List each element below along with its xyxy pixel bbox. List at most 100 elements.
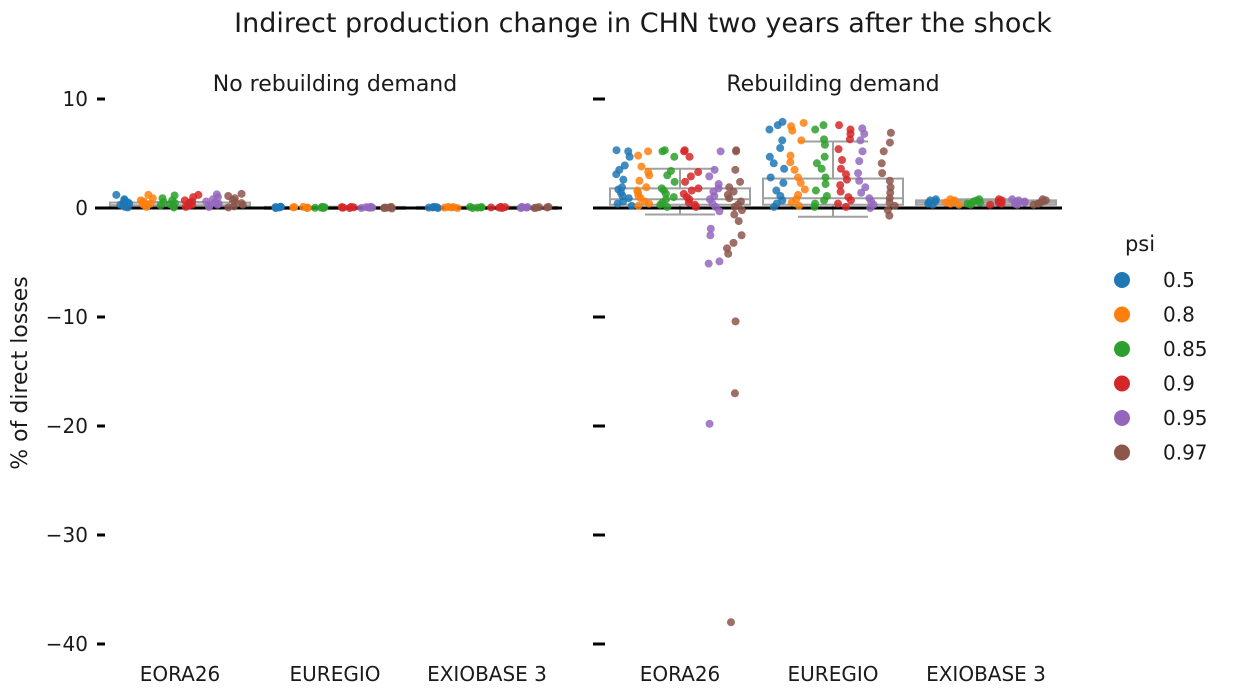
data-point: [612, 146, 621, 155]
data-point: [666, 166, 675, 175]
data-point: [879, 147, 888, 156]
data-point: [704, 259, 713, 268]
data-point: [627, 201, 636, 210]
data-point: [642, 183, 651, 192]
data-point: [495, 203, 504, 212]
data-point: [224, 192, 233, 201]
data-point: [846, 125, 855, 134]
panel-title-no-rebuilding: No rebuilding demand: [213, 72, 457, 97]
points-right: [612, 117, 1050, 627]
data-point: [731, 165, 740, 174]
data-point: [725, 183, 734, 192]
y-tick-label: −10: [46, 305, 88, 329]
data-point: [776, 144, 785, 153]
data-point: [634, 151, 643, 160]
data-point: [532, 203, 541, 212]
data-point: [730, 210, 739, 219]
data-point: [822, 192, 831, 201]
data-point: [836, 187, 845, 196]
data-point: [237, 189, 246, 198]
data-point: [1020, 197, 1029, 206]
data-point: [794, 201, 803, 210]
data-point: [338, 203, 347, 212]
data-point: [854, 169, 863, 178]
legend-marker: [1114, 341, 1130, 357]
legend-marker: [1114, 410, 1130, 426]
data-point: [797, 136, 806, 145]
x-tick-label: EXIOBASE 3: [926, 662, 1046, 686]
data-point: [819, 135, 828, 144]
data-point: [694, 184, 703, 193]
data-point: [861, 183, 870, 192]
data-point: [886, 128, 895, 137]
data-point: [382, 203, 391, 212]
y-tick-label: 0: [75, 196, 88, 220]
data-point: [424, 203, 433, 212]
data-point: [705, 172, 714, 181]
data-point: [886, 183, 895, 192]
data-point: [834, 145, 843, 154]
x-axis-right: EORA26 EUREGIO EXIOBASE 3: [640, 662, 1046, 686]
legend-label: 0.85: [1163, 337, 1208, 361]
data-point: [931, 195, 940, 204]
chart-title: Indirect production change in CHN two ye…: [234, 8, 1052, 39]
data-point: [136, 196, 145, 205]
data-point: [1014, 196, 1023, 205]
legend-label: 0.97: [1163, 441, 1208, 465]
data-point: [624, 194, 633, 203]
legend-label: 0.9: [1163, 372, 1195, 396]
data-point: [180, 196, 189, 205]
data-point: [986, 200, 995, 209]
data-point: [680, 146, 689, 155]
data-point: [994, 195, 1003, 204]
data-point: [786, 151, 795, 160]
legend-label: 0.5: [1163, 268, 1195, 292]
x-tick-label: EORA26: [640, 662, 721, 686]
x-axis-left: EORA26 EUREGIO EXIOBASE 3: [140, 662, 547, 686]
x-tick-label: EUREGIO: [788, 662, 879, 686]
data-point: [289, 203, 298, 212]
box-exiobase-3: [915, 198, 1057, 207]
data-point: [790, 165, 799, 174]
data-point: [878, 169, 887, 178]
data-point: [778, 117, 787, 126]
data-point: [501, 203, 510, 212]
data-point: [271, 203, 280, 212]
box-plots-right: [609, 140, 1057, 218]
points-left: [112, 189, 553, 213]
data-point: [731, 317, 740, 326]
y-tick-label: −20: [46, 414, 88, 438]
legend-title: psi: [1125, 232, 1155, 256]
data-point: [724, 249, 733, 258]
data-point: [637, 162, 646, 171]
data-point: [318, 203, 327, 212]
legend-marker: [1114, 444, 1130, 461]
data-point: [729, 238, 738, 247]
data-point: [963, 199, 972, 208]
data-point: [1008, 195, 1017, 204]
data-point: [144, 190, 153, 199]
data-point: [946, 195, 955, 204]
data-point: [230, 194, 239, 203]
data-point: [687, 186, 696, 195]
legend-label: 0.8: [1163, 303, 1195, 327]
data-point: [737, 231, 746, 240]
data-point: [794, 173, 803, 182]
data-point: [670, 177, 679, 186]
data-point: [836, 181, 845, 190]
y-axis-label: % of direct losses: [8, 276, 33, 469]
data-point: [877, 159, 886, 168]
data-point: [212, 190, 221, 199]
data-point: [716, 147, 725, 156]
legend-marker: [1114, 375, 1130, 392]
data-point: [778, 136, 787, 145]
data-point: [522, 203, 531, 212]
data-point: [885, 138, 894, 147]
legend-marker: [1114, 306, 1130, 323]
data-point: [112, 190, 121, 199]
x-tick-label: EUREGIO: [290, 662, 381, 686]
data-point: [440, 203, 449, 212]
data-point: [715, 257, 724, 266]
data-point: [714, 180, 723, 189]
